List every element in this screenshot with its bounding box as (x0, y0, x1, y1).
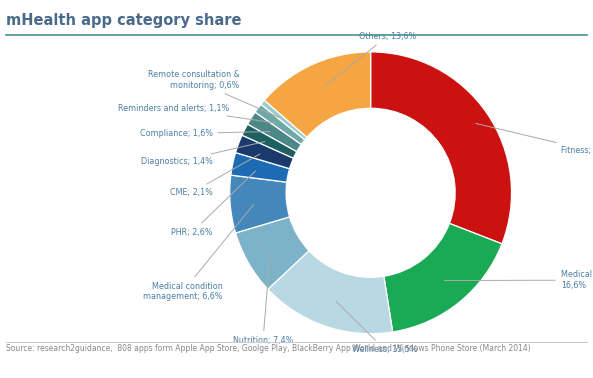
Wedge shape (242, 124, 297, 158)
Wedge shape (229, 175, 289, 233)
Text: Reminders and alerts; 1,1%: Reminders and alerts; 1,1% (119, 104, 276, 123)
Text: Fitness; 30,9%: Fitness; 30,9% (476, 123, 593, 155)
Wedge shape (231, 153, 289, 182)
Text: Compliance; 1,6%: Compliance; 1,6% (140, 129, 270, 138)
Text: Wellness; 15,5%: Wellness; 15,5% (336, 301, 417, 354)
Text: Diagnostics; 1,4%: Diagnostics; 1,4% (141, 142, 264, 166)
Wedge shape (384, 223, 502, 332)
Wedge shape (264, 52, 371, 137)
Text: Others; 13,6%: Others; 13,6% (325, 32, 416, 86)
Wedge shape (268, 251, 393, 334)
Text: Nutrition; 7,4%: Nutrition; 7,4% (233, 253, 293, 345)
Wedge shape (371, 52, 512, 244)
Wedge shape (235, 135, 294, 169)
Wedge shape (235, 217, 309, 289)
Text: PHR; 2,6%: PHR; 2,6% (171, 171, 256, 237)
Text: Source: research2guidance,  808 apps form Apple App Store, Goolge Play, BlackBer: Source: research2guidance, 808 apps form… (6, 344, 531, 353)
Text: Medical condition
management; 6,6%: Medical condition management; 6,6% (143, 204, 254, 301)
Wedge shape (248, 112, 301, 152)
Text: Medical reference;
16,6%: Medical reference; 16,6% (444, 270, 593, 290)
Wedge shape (255, 104, 305, 144)
Text: mHealth app category share: mHealth app category share (6, 13, 241, 28)
Text: CME; 2,1%: CME; 2,1% (170, 154, 260, 197)
Text: Remote consultation &
monitoring; 0,6%: Remote consultation & monitoring; 0,6% (148, 70, 279, 118)
Wedge shape (261, 100, 307, 140)
